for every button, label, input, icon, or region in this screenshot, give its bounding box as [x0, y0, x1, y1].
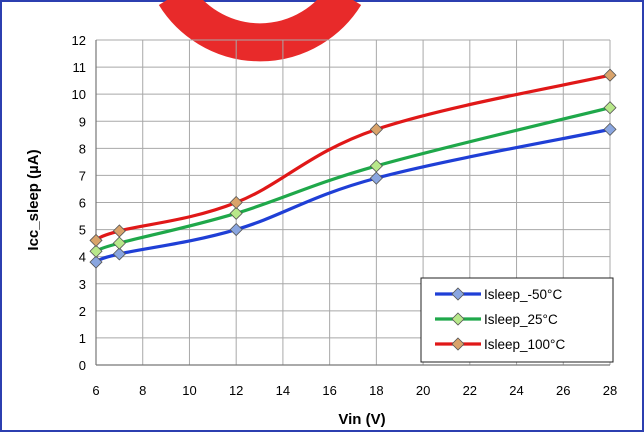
data-point	[112, 247, 126, 261]
y-tick-label: 2	[79, 304, 86, 319]
y-tick-label: 4	[79, 250, 86, 265]
x-tick-label: 22	[463, 383, 477, 398]
y-tick-label: 7	[79, 168, 86, 183]
x-tick-label: 18	[369, 383, 383, 398]
legend-swatch-marker	[451, 287, 465, 301]
legend-label: Isleep_25°C	[484, 312, 558, 327]
data-point	[229, 206, 243, 220]
series-1	[89, 101, 617, 258]
data-point	[603, 122, 617, 136]
data-point	[369, 171, 383, 185]
watermark-arc	[158, 0, 362, 62]
x-tick-label: 24	[509, 383, 523, 398]
data-point	[112, 236, 126, 250]
watermark-arc-shape	[158, 0, 362, 62]
x-tick-label: 8	[139, 383, 146, 398]
series-line	[95, 127, 611, 264]
axes	[95, 40, 610, 366]
x-tick-labels: 6 8 10 12 14 16 18 20 22 24 26 28	[92, 383, 617, 398]
y-tick-label: 8	[79, 141, 86, 156]
legend: Isleep_-50°C Isleep_25°C Isleep_100°C	[420, 277, 614, 363]
legend-swatch-marker	[451, 312, 465, 326]
x-tick-label: 20	[416, 383, 430, 398]
x-tick-label: 28	[603, 383, 617, 398]
series-layer	[89, 68, 617, 269]
x-tick-label: 6	[92, 383, 99, 398]
data-point	[229, 195, 243, 210]
y-tick-label: 3	[79, 277, 86, 292]
data-point	[603, 101, 617, 115]
series-0	[89, 122, 617, 269]
x-tick-label: 12	[229, 383, 243, 398]
y-tick-label: 6	[79, 196, 86, 211]
y-tick-label: 10	[72, 87, 86, 102]
series-2	[89, 68, 617, 247]
data-point	[369, 122, 383, 136]
legend-label: Isleep_-50°C	[484, 287, 562, 302]
x-tick-label: 16	[322, 383, 336, 398]
y-tick-label: 9	[79, 114, 86, 129]
data-point	[89, 244, 103, 258]
y-tick-label: 12	[72, 33, 86, 48]
y-tick-label: 1	[79, 331, 86, 346]
data-point	[229, 223, 243, 237]
data-point	[89, 255, 103, 269]
data-point	[369, 159, 383, 173]
y-tick-label: 11	[73, 60, 87, 75]
x-tick-label: 26	[556, 383, 570, 398]
x-tick-label: 10	[182, 383, 196, 398]
data-point	[89, 233, 103, 247]
data-point	[112, 224, 126, 238]
legend-label: Isleep_100°C	[484, 337, 565, 352]
y-tick-label: 5	[79, 223, 86, 238]
x-axis-title: Vin (V)	[338, 411, 385, 428]
y-axis-title: Icc_sleep (µA)	[25, 149, 42, 250]
series-line	[95, 73, 611, 242]
data-point	[603, 68, 617, 82]
x-tick-label: 14	[276, 383, 290, 398]
y-tick-label: 0	[79, 358, 86, 373]
legend-swatch-marker	[451, 337, 465, 351]
